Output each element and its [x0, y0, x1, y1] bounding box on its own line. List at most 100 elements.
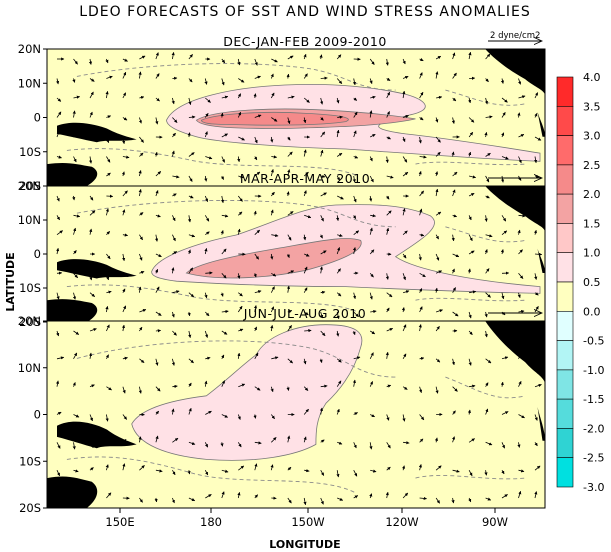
wind-vector — [121, 324, 126, 332]
wind-vector — [418, 170, 422, 177]
wind-vector — [139, 309, 147, 313]
land-mass — [485, 321, 545, 385]
wind-vector — [435, 497, 441, 504]
y-tick-label: 20N — [18, 179, 41, 193]
colorbar-label: 0.0 — [583, 305, 601, 318]
wind-vector — [500, 381, 504, 387]
x-axis-label: LONGITUDE — [269, 538, 340, 551]
wind-vector — [319, 54, 323, 60]
wind-vector — [172, 215, 176, 222]
wind-vector — [434, 287, 438, 293]
wind-vector — [171, 311, 175, 318]
wind-vector — [534, 328, 541, 332]
wind-vector — [73, 95, 81, 99]
wind-vector — [484, 311, 488, 318]
wind-vector — [171, 408, 175, 415]
wind-vector — [270, 168, 274, 177]
wind-vector — [106, 273, 110, 281]
wind-vector — [518, 309, 525, 314]
land-mass — [537, 112, 545, 137]
wind-vector — [89, 175, 97, 179]
wind-vector — [304, 214, 312, 219]
wind-vector — [73, 134, 78, 138]
wind-vector — [155, 73, 160, 79]
wind-vector — [320, 330, 326, 337]
colorbar-label: 2.5 — [583, 159, 601, 172]
wind-vector — [320, 117, 324, 121]
wind-vector — [468, 250, 475, 255]
wind-vector — [237, 273, 241, 279]
wind-vector — [501, 330, 505, 338]
wind-vector — [451, 234, 455, 242]
wind-vector — [452, 386, 458, 392]
wind-vector — [204, 215, 210, 222]
wind-vector — [171, 267, 175, 274]
land-mass — [485, 49, 545, 96]
wind-vector — [485, 175, 490, 183]
wind-vector — [303, 287, 308, 293]
wind-vector — [188, 54, 193, 60]
wind-vector — [501, 230, 508, 236]
wind-vector — [353, 230, 360, 236]
colorbar-swatch — [556, 223, 574, 253]
wind-vector — [56, 195, 60, 202]
wind-vector — [484, 470, 488, 476]
wind-vector — [271, 58, 278, 63]
wind-vector — [89, 467, 94, 471]
wind-vector — [451, 268, 455, 274]
wind-vector — [370, 414, 375, 418]
y-tick-label: 0 — [34, 408, 41, 422]
wind-vector — [386, 466, 391, 471]
wind-vector — [270, 253, 274, 260]
wind-vector — [73, 352, 78, 359]
wind-vector — [237, 228, 241, 235]
wind-vector — [485, 152, 491, 157]
wind-vector — [89, 414, 93, 422]
wind-vector — [336, 311, 340, 320]
wind-vector — [89, 91, 94, 99]
wind-vector — [73, 175, 77, 183]
wind-vector — [418, 253, 422, 261]
wind-vector — [73, 330, 80, 335]
colorbar-swatch — [556, 76, 574, 107]
wind-vector — [221, 330, 228, 335]
wind-vector — [518, 95, 526, 99]
wind-vector — [287, 211, 294, 216]
colorbar-swatch — [556, 369, 574, 400]
wind-vector — [155, 171, 162, 177]
wind-vector — [468, 151, 472, 157]
wind-vector — [237, 352, 241, 359]
wind-vector — [205, 410, 212, 415]
wind-vector — [419, 91, 424, 99]
wind-vector — [271, 117, 278, 122]
wind-vector — [139, 253, 143, 261]
wind-vector — [188, 115, 196, 119]
wind-vector — [253, 273, 257, 278]
wind-vector — [221, 354, 225, 359]
colorbar: 4.0 3.5 3.0 2.5 2.0 1.5 1.0 0.5 0.0 -0.5 -1.0 -1.5 -… — [556, 71, 604, 494]
wind-vector — [106, 136, 110, 143]
y-tick-label: 10S — [19, 454, 41, 468]
wind-vector — [172, 437, 179, 443]
wind-vector — [188, 441, 196, 445]
wind-vector — [122, 92, 127, 99]
wind-vector — [122, 272, 129, 278]
wind-vector — [303, 386, 309, 391]
wind-vector — [369, 195, 373, 202]
wind-vector — [500, 78, 505, 84]
wind-vector — [304, 253, 310, 257]
wind-vector — [122, 305, 127, 313]
wind-vector — [221, 273, 227, 279]
wind-vector — [89, 328, 97, 332]
wind-vector — [517, 442, 521, 448]
wind-vector — [154, 497, 158, 503]
colorbar-label: -2.5 — [583, 452, 604, 465]
wind-vector — [56, 495, 62, 499]
warm-anomaly-contour — [131, 324, 363, 461]
wind-vector — [435, 171, 439, 177]
wind-vector — [172, 193, 177, 197]
wind-vector — [105, 305, 109, 313]
wind-vector — [451, 358, 455, 366]
wind-vector — [320, 250, 327, 255]
wind-vector — [286, 285, 291, 293]
